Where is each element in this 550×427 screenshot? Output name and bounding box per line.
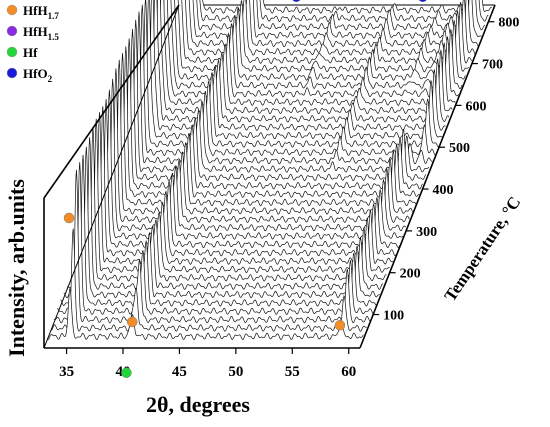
- curve-800: [172, 0, 489, 23]
- curve-620: [142, 0, 460, 98]
- marker-HfH17-0: [63, 212, 75, 224]
- curve-380: [103, 46, 420, 198]
- z-axis-ticks: 100 200 300 400 500 600 700 800: [373, 16, 519, 324]
- curve-440: [112, 19, 430, 173]
- curve-660: [149, 0, 466, 81]
- x-axis-ticks: 354045505560: [59, 348, 356, 380]
- curve-560: [132, 0, 450, 123]
- z-axis-title: Temperature, °C: [440, 193, 524, 305]
- curve-340: [96, 59, 414, 215]
- curve-100: [57, 162, 374, 315]
- x-axis-title: 2θ, degrees: [146, 392, 250, 417]
- z-tick-label-700: 700: [482, 58, 503, 73]
- legend-item-hfo2: HfO2: [6, 66, 53, 84]
- x-tick-label-50: 50: [228, 364, 243, 380]
- curve-520: [125, 0, 443, 140]
- curve-120: [60, 154, 377, 307]
- x-tick-label-55: 55: [285, 364, 300, 380]
- legend-item-hfh15: HfH1.5: [6, 24, 59, 42]
- curve-200: [73, 118, 390, 274]
- x-tick-label-35: 35: [59, 364, 74, 380]
- legend-marker-hfh17: [6, 4, 18, 16]
- curve-820: [175, 0, 492, 14]
- curve-400: [106, 38, 423, 190]
- marker-HfH17-2: [334, 319, 346, 331]
- curve-680: [152, 0, 469, 73]
- curve-460: [116, 11, 433, 165]
- plot-box-front: [43, 4, 496, 349]
- curve-layer: [47, 0, 492, 341]
- curve-580: [135, 0, 453, 115]
- curve-700: [155, 0, 473, 64]
- curve-260: [83, 99, 400, 249]
- curve-320: [93, 68, 410, 223]
- legend-marker-hf: [6, 46, 18, 58]
- curve-500: [122, 0, 440, 148]
- legend-marker-hfh15: [6, 25, 18, 37]
- curve-220: [76, 112, 394, 265]
- curve-160: [66, 137, 384, 290]
- z-tick-label-600: 600: [465, 99, 486, 114]
- curve-480: [119, 4, 436, 157]
- curve-760: [165, 0, 482, 39]
- curve-240: [80, 106, 397, 257]
- curve-780: [169, 0, 486, 31]
- z-tick-label-300: 300: [416, 225, 437, 240]
- legend-label-hfh17: HfH1.7: [23, 3, 59, 21]
- legend-label-hf: Hf: [23, 45, 38, 60]
- legend-item-hf: Hf: [6, 45, 38, 60]
- marker-Hf-3: [121, 367, 132, 378]
- marker-HfH17-1: [126, 316, 138, 328]
- curve-180: [70, 127, 387, 282]
- marker-HfO2-6: [292, 0, 301, 2]
- legend-marker-hfo2: [6, 67, 18, 79]
- curve-640: [145, 0, 463, 89]
- y-axis-title: Intensity, arb.units: [4, 179, 29, 357]
- box-right-depth-edge: [359, 4, 496, 349]
- z-tick-label-200: 200: [400, 267, 421, 282]
- curve-40: [47, 288, 364, 341]
- legend-label-hfh15: HfH1.5: [23, 24, 59, 42]
- curve-280: [86, 89, 404, 240]
- z-tick-label-800: 800: [498, 16, 519, 31]
- x-tick-label-60: 60: [341, 364, 356, 380]
- z-tick-label-100: 100: [383, 309, 404, 324]
- curve-140: [63, 146, 380, 299]
- curve-60: [50, 228, 367, 332]
- marker-layer: [63, 0, 427, 378]
- box-top-left-edge: [43, 4, 180, 199]
- curve-fill-740: [162, 0, 479, 47]
- curve-fill-820: [175, 0, 492, 14]
- curve-420: [109, 29, 427, 182]
- legend-label-hfo2: HfO2: [23, 66, 53, 84]
- curve-540: [129, 0, 446, 131]
- curve-360: [99, 52, 417, 207]
- curve-300: [89, 78, 407, 232]
- curve-80: [53, 169, 371, 324]
- marker-HfO2-8: [418, 0, 427, 2]
- curve-740: [162, 0, 479, 48]
- z-tick-label-400: 400: [433, 183, 454, 198]
- z-tick-label-500: 500: [449, 141, 470, 156]
- curve-600: [139, 0, 456, 106]
- curve-720: [159, 0, 476, 56]
- legend-item-hfh17: HfH1.7: [6, 3, 59, 21]
- legend: HfH1.7 HfH1.5 Hf HfO2: [6, 3, 59, 84]
- box-left-depth-edge: [43, 4, 180, 349]
- x-tick-label-45: 45: [172, 364, 187, 380]
